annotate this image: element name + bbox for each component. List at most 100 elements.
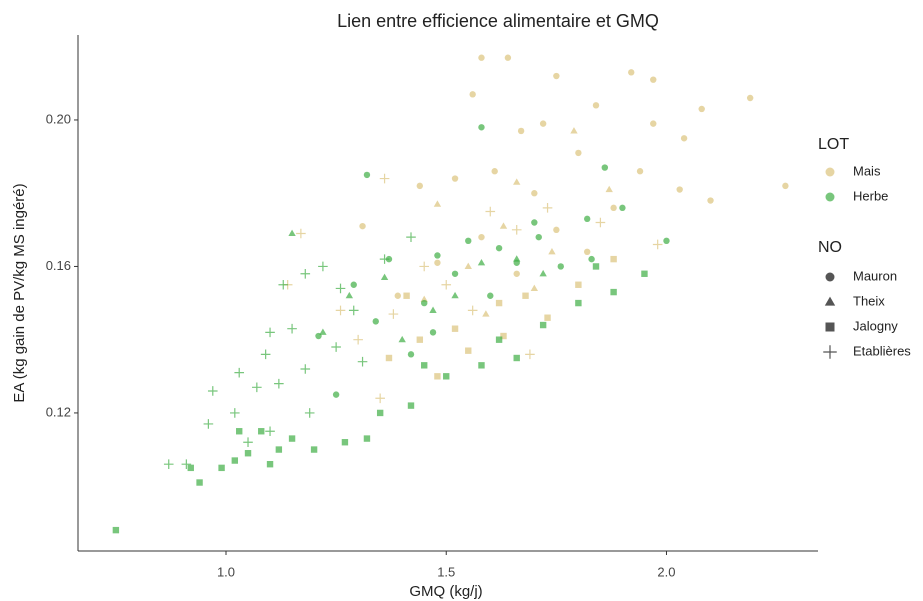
point — [244, 450, 252, 457]
x-tick-label: 1.0 — [217, 564, 235, 579]
point — [234, 367, 245, 378]
point — [610, 288, 617, 296]
legend-label: Theix — [853, 293, 885, 308]
point — [288, 435, 296, 442]
x-tick-label: 1.5 — [437, 564, 455, 579]
legend-marker — [825, 272, 835, 282]
point — [318, 261, 328, 272]
legend-label: Herbe — [853, 188, 888, 203]
point — [416, 336, 424, 343]
point — [707, 197, 714, 204]
point — [385, 354, 393, 362]
point — [433, 200, 442, 207]
point — [663, 237, 670, 245]
point — [619, 204, 626, 212]
point — [379, 254, 390, 264]
point — [296, 228, 306, 239]
point — [187, 464, 194, 472]
point — [275, 446, 283, 453]
chart-title: Lien entre efficience alimentaire et GMQ — [337, 11, 659, 31]
point — [300, 364, 311, 374]
y-tick-label: 0.20 — [46, 111, 71, 126]
point — [482, 310, 490, 317]
point — [353, 334, 363, 345]
point — [380, 273, 389, 280]
point — [464, 262, 472, 270]
point — [236, 428, 243, 435]
point — [477, 258, 486, 266]
point — [525, 349, 535, 360]
legend-marker — [825, 192, 835, 202]
point — [539, 269, 547, 277]
point — [499, 222, 508, 229]
point — [434, 373, 441, 380]
point — [652, 239, 663, 250]
point — [451, 175, 459, 182]
point — [495, 299, 503, 307]
point — [595, 217, 606, 228]
point — [513, 354, 520, 362]
point — [478, 233, 485, 241]
point — [434, 259, 441, 266]
y-axis-label: EA (kg gain de PV/kg MS ingéré) — [11, 183, 28, 402]
legend-label: Mauron — [853, 268, 897, 283]
point — [218, 464, 225, 472]
point — [258, 428, 265, 435]
point — [485, 206, 496, 217]
point — [650, 76, 657, 83]
point — [504, 54, 512, 61]
point — [376, 409, 384, 417]
point — [231, 457, 239, 464]
point — [403, 292, 410, 299]
legend-label: Jalogny — [853, 318, 898, 333]
point — [345, 291, 354, 299]
point — [469, 91, 476, 98]
point — [601, 164, 609, 171]
point — [441, 279, 452, 290]
point — [676, 186, 683, 193]
point — [375, 393, 385, 404]
point — [513, 270, 520, 277]
legend-title: NO — [818, 239, 842, 256]
point — [421, 299, 428, 307]
point — [363, 435, 371, 442]
point — [610, 255, 617, 263]
point — [363, 171, 371, 179]
point — [416, 182, 424, 190]
point — [288, 229, 296, 237]
point — [680, 135, 688, 142]
point — [319, 328, 327, 335]
point — [203, 419, 214, 429]
point — [636, 168, 644, 175]
legend-label: Etablières — [853, 343, 911, 358]
point — [419, 261, 430, 272]
point — [196, 479, 203, 486]
point — [531, 190, 538, 197]
point — [112, 526, 120, 534]
point — [359, 222, 366, 230]
point — [478, 54, 485, 61]
point — [434, 252, 441, 259]
point — [575, 149, 582, 157]
point — [465, 237, 472, 245]
point — [650, 120, 657, 127]
legend-title: LOT — [818, 136, 849, 153]
point — [421, 362, 428, 369]
point — [539, 120, 547, 127]
point — [487, 292, 494, 299]
point — [628, 69, 635, 76]
point — [588, 255, 595, 263]
point — [491, 168, 498, 175]
point — [478, 362, 485, 369]
point — [394, 292, 401, 299]
point — [287, 323, 297, 334]
point — [207, 386, 218, 396]
point — [782, 182, 789, 190]
point — [553, 72, 560, 80]
point — [407, 351, 415, 358]
point — [310, 446, 318, 453]
point — [335, 305, 346, 316]
point — [548, 247, 556, 255]
point — [265, 327, 275, 338]
point — [398, 335, 406, 343]
